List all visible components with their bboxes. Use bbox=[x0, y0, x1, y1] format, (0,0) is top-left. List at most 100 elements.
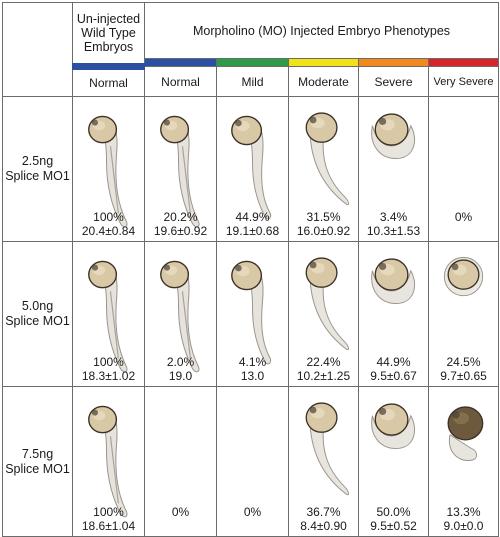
phenotype-cell: 4.1% 13.0 bbox=[216, 241, 289, 387]
phenotype-cell: 24.5% 9.7±0.65 bbox=[427, 241, 500, 387]
dose-label-line: Splice MO1 bbox=[5, 314, 70, 328]
percentage-value: 0% bbox=[454, 210, 473, 224]
phenotype-cell: 100% 20.4±0.84 bbox=[72, 96, 145, 242]
cell-stats: 0% bbox=[217, 505, 288, 533]
header-wildtype-line: Un-injected bbox=[76, 12, 141, 26]
embryo-image bbox=[88, 405, 128, 518]
measurement-value: 8.4±0.90 bbox=[300, 519, 347, 533]
percentage-value: 13.3% bbox=[446, 505, 481, 519]
percentage-value: 2.0% bbox=[166, 355, 195, 369]
measurement-value: 13.0 bbox=[240, 369, 265, 383]
percentage-value: 31.5% bbox=[306, 210, 341, 224]
cell-stats: 0% bbox=[429, 210, 498, 238]
phenotype-cell: 0% bbox=[144, 386, 217, 537]
percentage-value: 44.9% bbox=[376, 355, 411, 369]
dose-label-line: Splice MO1 bbox=[5, 169, 70, 183]
measurement-value: 9.7±0.65 bbox=[440, 369, 487, 383]
phenotype-color-bar bbox=[144, 58, 217, 67]
percentage-value: 0% bbox=[243, 505, 262, 519]
phenotype-label: Mild bbox=[216, 66, 289, 97]
phenotype-color-bar bbox=[358, 58, 429, 67]
phenotype-cell: 22.4% 10.2±1.25 bbox=[288, 241, 359, 387]
percentage-value: 100% bbox=[93, 355, 124, 369]
cell-stats: 22.4% 10.2±1.25 bbox=[289, 355, 358, 383]
embryo-image bbox=[305, 112, 350, 206]
embryo-image bbox=[371, 258, 416, 304]
phenotype-color-bar bbox=[288, 58, 359, 67]
dose-label: 7.5ng Splice MO1 bbox=[2, 386, 73, 537]
embryo-image bbox=[231, 115, 272, 220]
measurement-value bbox=[145, 519, 216, 533]
measurement-value: 20.4±0.84 bbox=[81, 224, 136, 238]
cell-stats: 44.9% 9.5±0.67 bbox=[359, 355, 428, 383]
measurement-value bbox=[217, 519, 288, 533]
header-wildtype: Un-injected Wild Type Embryos bbox=[72, 2, 145, 67]
measurement-value: 10.2±1.25 bbox=[296, 369, 351, 383]
cell-stats: 31.5% 16.0±0.92 bbox=[289, 210, 358, 238]
percentage-value: 100% bbox=[93, 210, 124, 224]
embryo-image bbox=[88, 115, 128, 228]
phenotype-label: Normal bbox=[144, 66, 217, 97]
percentage-value: 36.7% bbox=[306, 505, 341, 519]
percentage-value: 100% bbox=[93, 505, 124, 519]
percentage-value: 50.0% bbox=[376, 505, 411, 519]
embryo-image bbox=[160, 115, 200, 228]
dose-label: 2.5ng Splice MO1 bbox=[2, 96, 73, 242]
phenotype-cell: 0% bbox=[427, 96, 500, 242]
phenotype-cell: 31.5% 16.0±0.92 bbox=[288, 96, 359, 242]
embryo-image bbox=[231, 260, 272, 365]
header-wildtype-line: Embryos bbox=[83, 40, 134, 54]
phenotype-color-bar bbox=[216, 58, 289, 67]
phenotype-cell: 13.3% 9.0±0.0 bbox=[427, 386, 500, 537]
percentage-value: 44.9% bbox=[235, 210, 270, 224]
phenotype-label: Normal bbox=[72, 63, 145, 97]
phenotype-cell: 2.0% 19.0 bbox=[144, 241, 217, 387]
percentage-value: 3.4% bbox=[379, 210, 408, 224]
measurement-value: 19.0 bbox=[168, 369, 193, 383]
embryo-image bbox=[371, 113, 416, 159]
header-mo-title: Morpholino (MO) Injected Embryo Phenotyp… bbox=[143, 2, 500, 59]
embryo-image bbox=[305, 257, 350, 351]
embryo-image bbox=[160, 260, 200, 373]
percentage-value: 0% bbox=[171, 505, 190, 519]
phenotype-cell: 100% 18.6±1.04 bbox=[72, 386, 145, 537]
header-wildtype-line: Wild Type bbox=[81, 26, 136, 40]
measurement-value: 19.6±0.92 bbox=[153, 224, 208, 238]
embryo-image bbox=[88, 260, 128, 373]
percentage-value: 24.5% bbox=[446, 355, 481, 369]
measurement-value bbox=[429, 224, 498, 238]
phenotype-cell: 36.7% 8.4±0.90 bbox=[288, 386, 359, 537]
cell-stats: 44.9% 19.1±0.68 bbox=[217, 210, 288, 238]
cell-stats: 0% bbox=[145, 505, 216, 533]
embryo-image bbox=[305, 402, 350, 496]
phenotype-color-bar bbox=[427, 58, 500, 67]
phenotype-cell: 3.4% 10.3±1.53 bbox=[358, 96, 429, 242]
measurement-value: 18.3±1.02 bbox=[81, 369, 136, 383]
measurement-value: 9.5±0.67 bbox=[370, 369, 417, 383]
embryo-image bbox=[443, 256, 484, 297]
cell-stats: 3.4% 10.3±1.53 bbox=[359, 210, 428, 238]
phenotype-cell: 20.2% 19.6±0.92 bbox=[144, 96, 217, 242]
cell-stats: 24.5% 9.7±0.65 bbox=[429, 355, 498, 383]
percentage-value: 4.1% bbox=[238, 355, 267, 369]
cell-stats: 20.2% 19.6±0.92 bbox=[145, 210, 216, 238]
phenotype-cell: 100% 18.3±1.02 bbox=[72, 241, 145, 387]
measurement-value: 18.6±1.04 bbox=[81, 519, 136, 533]
phenotype-cell: 50.0% 9.5±0.52 bbox=[358, 386, 429, 537]
dose-label: 5.0ng Splice MO1 bbox=[2, 241, 73, 387]
measurement-value: 9.5±0.52 bbox=[370, 519, 417, 533]
cell-stats: 2.0% 19.0 bbox=[145, 355, 216, 383]
embryo-image bbox=[371, 403, 416, 449]
cell-stats: 100% 18.3±1.02 bbox=[73, 355, 144, 383]
phenotype-cell: 44.9% 19.1±0.68 bbox=[216, 96, 289, 242]
percentage-value: 22.4% bbox=[306, 355, 341, 369]
cell-stats: 4.1% 13.0 bbox=[217, 355, 288, 383]
phenotype-cell: 0% bbox=[216, 386, 289, 537]
phenotype-cell: 44.9% 9.5±0.67 bbox=[358, 241, 429, 387]
dose-label-line: 5.0ng bbox=[21, 299, 54, 313]
measurement-value: 9.0±0.0 bbox=[443, 519, 484, 533]
header-corner-cell bbox=[2, 2, 73, 97]
embryo-image bbox=[447, 406, 484, 461]
